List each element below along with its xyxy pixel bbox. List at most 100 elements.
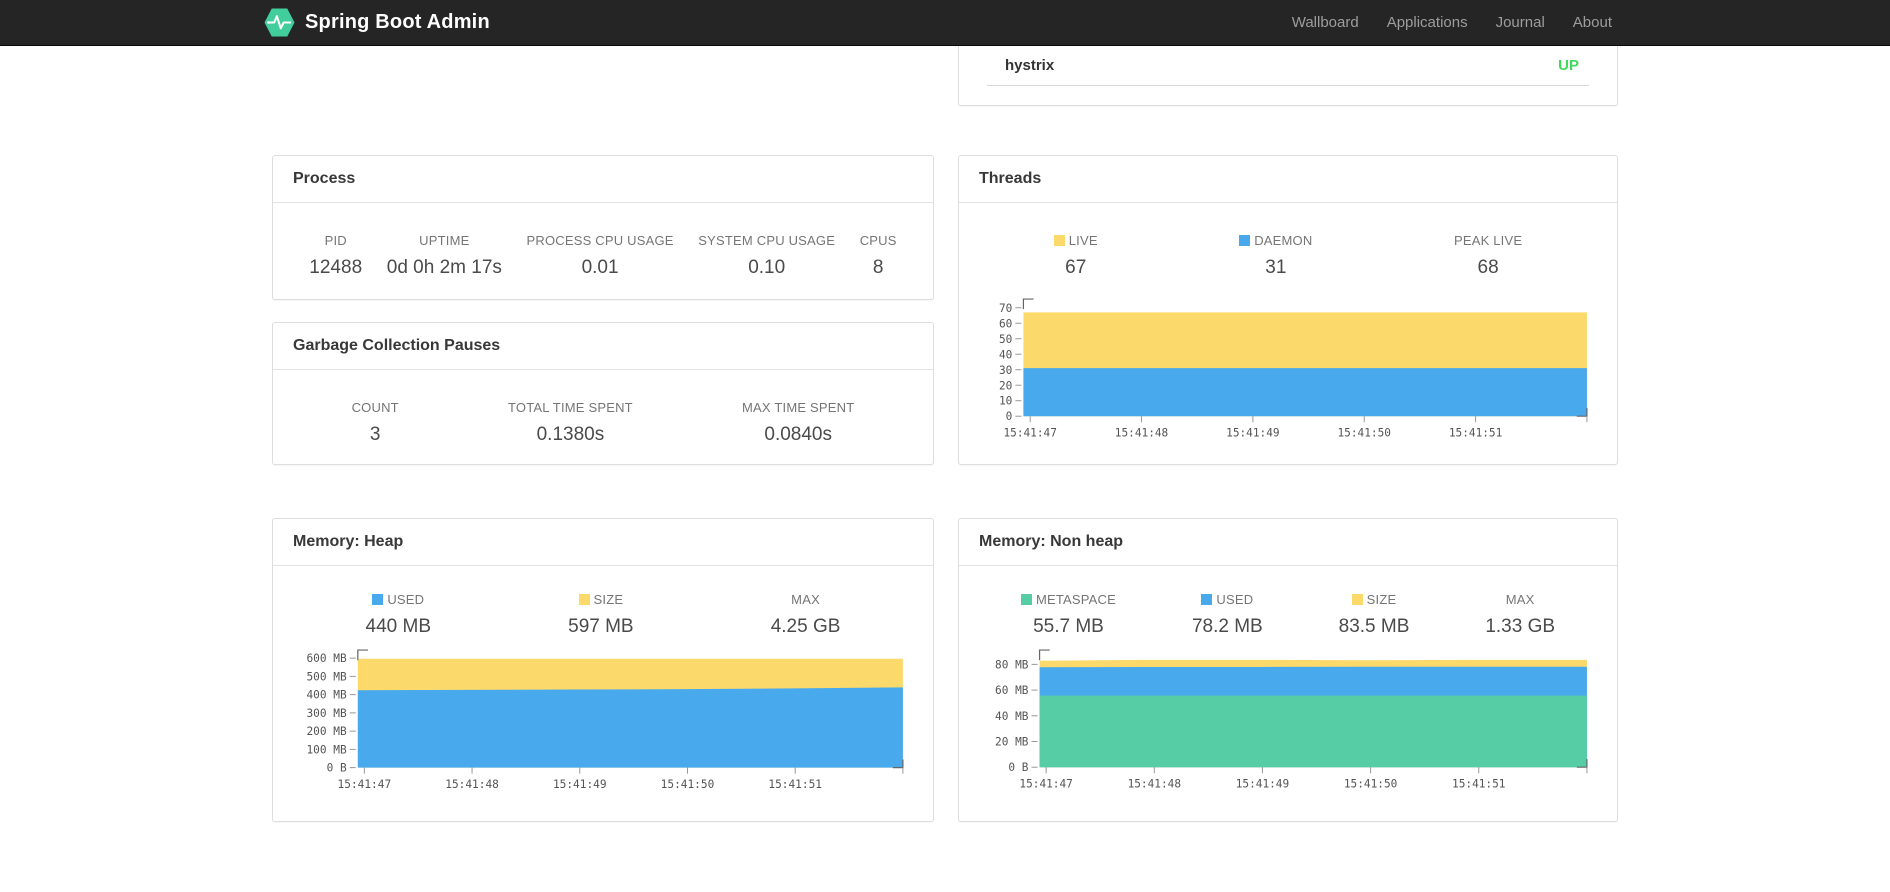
svg-text:60: 60 <box>999 317 1012 330</box>
legend-swatch-icon <box>1351 594 1363 605</box>
process-stats: PID 12488 UPTIME 0d 0h 2m 17s PROCESS CPU US… <box>273 203 933 279</box>
nonheap-chart: 0 B 20 MB 40 MB 60 MB 80 MB 15:41:47 15:41:48 1… <box>995 649 1588 790</box>
stat-item: TOTAL TIME SPENT 0.1380s <box>508 400 633 446</box>
legend-swatch-icon <box>1053 235 1065 246</box>
stat-value: 3 <box>369 424 381 445</box>
svg-text:100 MB: 100 MB <box>306 743 346 756</box>
stat-label: MAX <box>1505 592 1535 607</box>
svg-text:15:41:48: 15:41:48 <box>1115 426 1168 439</box>
stat-item: MAX 4.25 GB <box>771 592 841 638</box>
memory-heap-panel: Memory: Heap USED 440 MB SIZE 597 MB MAX 4.25… <box>272 518 934 822</box>
svg-text:50: 50 <box>999 333 1012 346</box>
stat-item: UPTIME 0d 0h 2m 17s <box>387 233 502 279</box>
memory-heap-chart: 0 B 100 MB 200 MB 300 MB 400 MB 500 MB 600 MB 1… <box>273 638 933 798</box>
stat-item: PROCESS CPU USAGE 0.01 <box>527 233 674 279</box>
svg-text:0 B: 0 B <box>1008 761 1028 774</box>
stat-item: DAEMON 31 <box>1239 233 1312 279</box>
memory-heap-stats: USED 440 MB SIZE 597 MB MAX 4.25 GB <box>273 566 933 638</box>
stat-value: 0.01 <box>581 257 619 278</box>
memory-nonheap-chart: 0 B 20 MB 40 MB 60 MB 80 MB 15:41:47 15:41:48 1… <box>959 638 1617 798</box>
threads-panel: Threads LIVE 67 DAEMON 31 PEAK LIVE 68 0 10 20 3… <box>958 155 1618 465</box>
memory-nonheap-stats: METASPACE 55.7 MB USED 78.2 MB SIZE 83.5 MB MA… <box>959 566 1617 638</box>
brand-title: Spring Boot Admin <box>305 11 490 33</box>
stat-label: MAX <box>791 592 820 607</box>
stat-label: USED <box>366 592 431 607</box>
memory-heap-panel-title: Memory: Heap <box>273 519 933 566</box>
legend-swatch-icon <box>1239 235 1251 246</box>
stat-value: 31 <box>1265 257 1287 278</box>
spacer <box>272 46 934 155</box>
stat-value: 12488 <box>309 257 363 278</box>
svg-text:15:41:50: 15:41:50 <box>661 778 715 791</box>
svg-text:15:41:49: 15:41:49 <box>1236 777 1289 790</box>
svg-text:40: 40 <box>999 348 1012 361</box>
navbar: Spring Boot Admin Wallboard Applications… <box>0 0 1890 46</box>
stat-value: 0.0840s <box>764 424 832 445</box>
nav-item-wallboard[interactable]: Wallboard <box>1291 14 1359 31</box>
nav-item-about[interactable]: About <box>1572 14 1612 31</box>
stat-item: COUNT 3 <box>352 400 399 446</box>
brand-link[interactable]: Spring Boot Admin <box>264 7 490 38</box>
application-name-link[interactable]: hystrix <box>1005 57 1055 74</box>
svg-text:15:41:47: 15:41:47 <box>338 778 392 791</box>
stat-item: MAX 1.33 GB <box>1485 592 1555 638</box>
stat-value: 83.5 MB <box>1338 616 1410 637</box>
application-row[interactable]: hystrix UP <box>959 46 1617 85</box>
svg-text:15:41:50: 15:41:50 <box>1338 426 1391 439</box>
stat-label: COUNT <box>351 400 399 415</box>
stat-label: USED <box>1192 592 1263 607</box>
svg-text:10: 10 <box>999 395 1012 408</box>
nav-item-applications[interactable]: Applications <box>1386 14 1468 31</box>
nav-item-journal[interactable]: Journal <box>1495 14 1545 31</box>
stat-value: 55.7 MB <box>1033 616 1104 637</box>
stat-item: CPUS 8 <box>860 233 897 279</box>
stat-item: SYSTEM CPU USAGE 0.10 <box>698 233 835 279</box>
legend-swatch-icon <box>372 594 384 605</box>
svg-text:15:41:51: 15:41:51 <box>768 778 822 791</box>
stat-value: 8 <box>872 257 884 278</box>
application-status-badge: UP <box>1558 57 1579 74</box>
heap-chart: 0 B 100 MB 200 MB 300 MB 400 MB 500 MB 600 MB 1… <box>306 649 904 791</box>
application-card: hystrix UP <box>958 46 1618 106</box>
stat-label: DAEMON <box>1239 233 1312 248</box>
stat-label: TOTAL TIME SPENT <box>508 400 633 415</box>
svg-text:20: 20 <box>999 379 1012 392</box>
right-column: hystrix UP Threads LIVE 67 DAEMON 31 PEAK LI… <box>958 46 1618 822</box>
threads-chart: 0 10 20 30 40 50 60 70 15:41:47 15:41:48 15:41:49 1… <box>999 298 1588 439</box>
svg-text:15:41:49: 15:41:49 <box>1226 426 1279 439</box>
nav-links: Wallboard Applications Journal About <box>1278 14 1626 31</box>
stat-label: PID <box>324 233 347 248</box>
stat-item: PEAK LIVE 68 <box>1454 233 1522 279</box>
legend-swatch-icon <box>578 594 590 605</box>
stat-value: 0.10 <box>748 257 786 278</box>
stat-label: PEAK LIVE <box>1453 233 1523 248</box>
svg-text:600 MB: 600 MB <box>306 652 346 665</box>
stat-label: SYSTEM CPU USAGE <box>698 233 836 248</box>
legend-swatch-icon <box>1020 594 1032 605</box>
svg-text:30: 30 <box>999 364 1012 377</box>
legend-swatch-icon <box>1201 594 1213 605</box>
svg-text:15:41:50: 15:41:50 <box>1344 777 1397 790</box>
svg-text:15:41:49: 15:41:49 <box>553 778 607 791</box>
stat-label: METASPACE <box>1020 592 1116 607</box>
svg-text:60 MB: 60 MB <box>995 684 1029 697</box>
memory-nonheap-panel: Memory: Non heap METASPACE 55.7 MB USED 78.… <box>958 518 1618 822</box>
svg-text:15:41:51: 15:41:51 <box>1449 426 1502 439</box>
svg-text:0 B: 0 B <box>327 762 347 775</box>
application-card-wrap: hystrix UP <box>958 46 1618 106</box>
svg-text:15:41:51: 15:41:51 <box>1452 777 1505 790</box>
main-content: Process PID 12488 UPTIME 0d 0h 2m 17s PROCES… <box>272 46 1618 822</box>
svg-text:20 MB: 20 MB <box>995 736 1029 749</box>
svg-text:15:41:47: 15:41:47 <box>1003 426 1056 439</box>
gc-stats: COUNT 3 TOTAL TIME SPENT 0.1380s MAX TIME SP… <box>273 370 933 446</box>
stat-item: SIZE 83.5 MB <box>1339 592 1410 638</box>
stat-item: SIZE 597 MB <box>568 592 633 638</box>
svg-text:15:41:48: 15:41:48 <box>1128 777 1181 790</box>
svg-text:300 MB: 300 MB <box>306 707 346 720</box>
stat-label: SIZE <box>568 592 633 607</box>
stat-item: MAX TIME SPENT 0.0840s <box>742 400 854 446</box>
process-panel: Process PID 12488 UPTIME 0d 0h 2m 17s PROCES… <box>272 155 934 300</box>
stat-value: 440 MB <box>365 616 432 637</box>
stat-label: LIVE <box>1053 233 1098 248</box>
stat-value: 67 <box>1065 257 1087 278</box>
